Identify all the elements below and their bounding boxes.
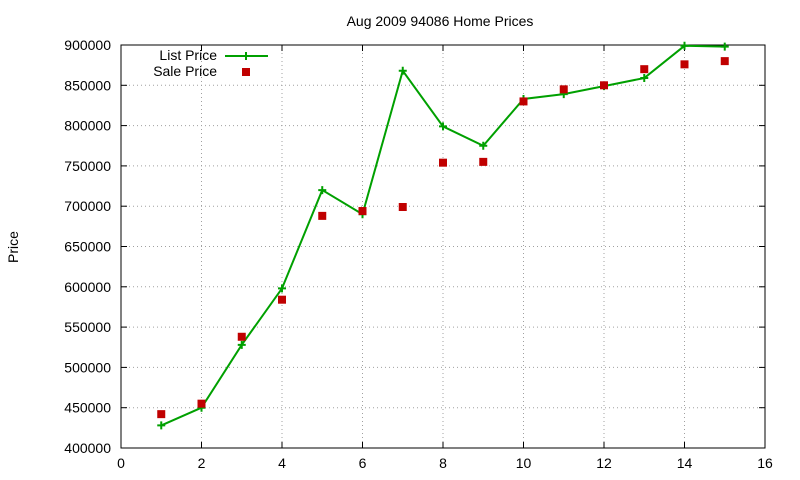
- y-tick-label: 800000: [64, 118, 111, 134]
- y-tick-label: 900000: [64, 37, 111, 53]
- data-point-sale-price: [439, 158, 447, 167]
- legend-marker-list-price: [242, 52, 250, 60]
- chart-title: Aug 2009 94086 Home Prices: [347, 13, 534, 29]
- data-point-sale-price: [278, 295, 286, 304]
- y-tick-label: 700000: [64, 198, 111, 214]
- data-point-sale-price: [680, 60, 689, 69]
- data-point-list-price: [157, 421, 166, 430]
- axis-ticks: [120, 44, 766, 449]
- x-tick-label: 12: [596, 455, 612, 471]
- x-tick-label: 2: [198, 455, 206, 471]
- data-point-sale-price: [479, 157, 488, 166]
- data-point-list-price: [720, 42, 729, 51]
- data-series: [157, 41, 729, 430]
- data-point-sale-price: [318, 211, 327, 220]
- y-axis-title: Price: [5, 231, 21, 263]
- grid-lines: [121, 45, 765, 448]
- data-point-sale-price: [358, 207, 367, 216]
- series-line-list-price: [160, 44, 725, 427]
- y-tick-label: 500000: [64, 359, 111, 375]
- x-tick-label: 16: [757, 455, 773, 471]
- x-tick-label: 0: [117, 455, 125, 471]
- data-point-sale-price: [559, 85, 568, 94]
- y-tick-label: 750000: [64, 158, 111, 174]
- data-point-sale-price: [157, 410, 166, 419]
- data-point-sale-price: [640, 65, 649, 74]
- x-tick-label: 4: [278, 455, 286, 471]
- data-point-list-price: [278, 284, 286, 293]
- data-point-sale-price: [237, 332, 246, 341]
- data-point-sale-price: [197, 399, 206, 408]
- x-tick-label: 6: [359, 455, 367, 471]
- legend-label-sale-price: Sale Price: [153, 63, 217, 79]
- data-point-list-price: [237, 340, 246, 349]
- x-tick-label: 14: [677, 455, 693, 471]
- x-tick-label: 8: [439, 455, 447, 471]
- data-point-list-price: [439, 122, 447, 131]
- y-tick-label: 850000: [64, 77, 111, 93]
- data-point-list-price: [398, 66, 407, 75]
- legend-label-list-price: List Price: [159, 47, 217, 63]
- x-tick-label: 10: [516, 455, 532, 471]
- legend: List Price Sale Price: [153, 47, 268, 79]
- data-point-list-price: [318, 186, 327, 195]
- y-tick-label: 400000: [64, 440, 111, 456]
- y-tick-label: 650000: [64, 239, 111, 255]
- data-point-list-price: [640, 74, 649, 83]
- data-point-sale-price: [600, 81, 608, 90]
- y-tick-label: 600000: [64, 279, 111, 295]
- legend-marker-sale-price: [242, 68, 250, 76]
- y-tick-label: 450000: [64, 400, 111, 416]
- data-point-sale-price: [720, 57, 729, 66]
- data-point-sale-price: [398, 203, 407, 212]
- tick-labels: 0 2 4 6 8 10 12 14 16 400000 450000 500000 550000 600…: [64, 37, 773, 471]
- data-point-list-price: [680, 41, 689, 50]
- data-point-sale-price: [519, 97, 528, 106]
- data-point-list-price: [479, 141, 488, 150]
- y-tick-label: 550000: [64, 319, 111, 335]
